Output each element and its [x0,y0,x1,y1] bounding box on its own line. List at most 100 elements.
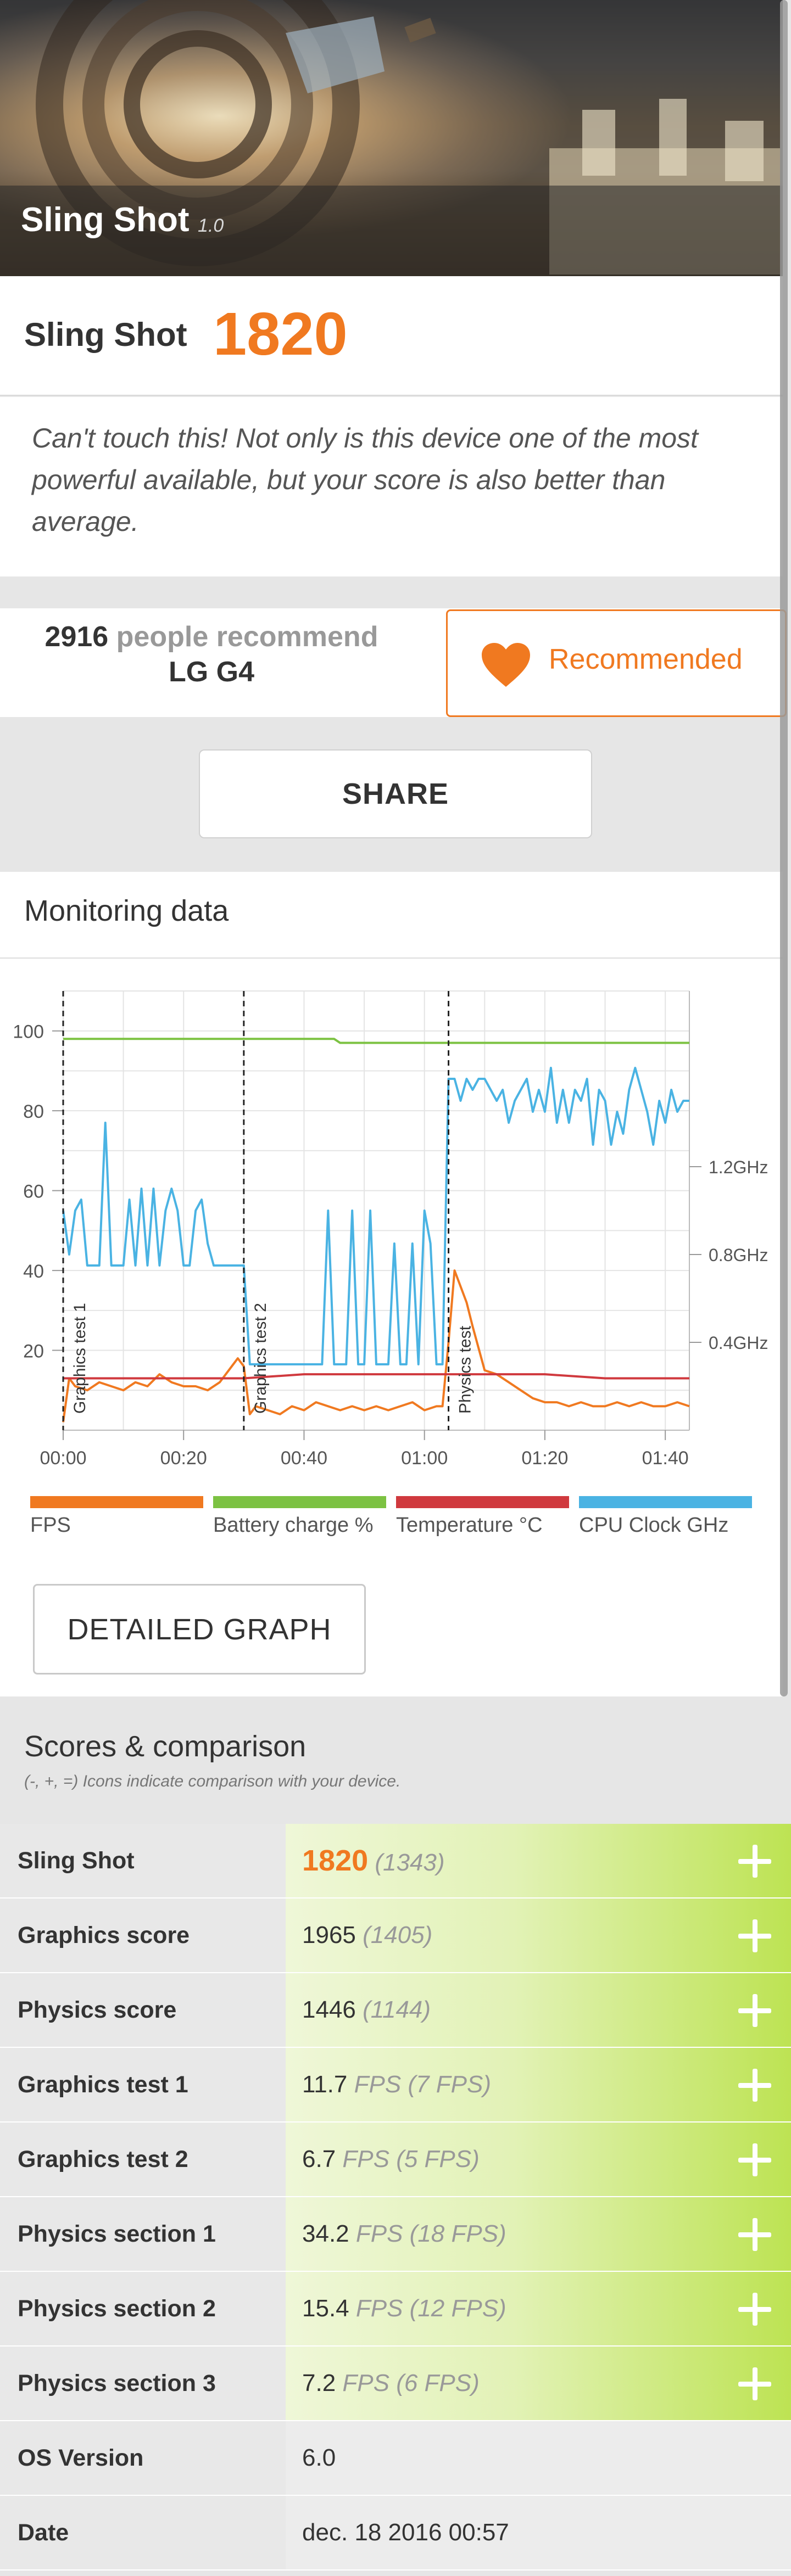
recommended-button-label: Recommended [549,643,743,675]
score-description: Can't touch this! Not only is this devic… [32,423,698,537]
table-row[interactable]: Physics section 2 15.4 FPS (12 FPS) [0,2272,791,2347]
row-score: 11.7 [302,2071,348,2098]
plus-icon [738,1919,771,1952]
table-row[interactable]: Date dec. 18 2016 00:57 [0,2496,791,2571]
monitoring-header [0,872,783,959]
legend-swatch [579,1496,752,1508]
scrollbar[interactable] [780,0,788,1696]
row-label: Physics score [0,1973,286,2047]
row-value: 11.7 FPS (7 FPS) [286,2048,791,2121]
row-score: 7.2 [302,2370,336,2396]
monitoring-chart: 100 80 60 40 20 1.2GHz 0.8GHz 0.4GHz 00:00 00:20 0… [13,990,768,1469]
legend-item: Battery charge % [213,1496,386,1537]
table-row[interactable]: Physics section 3 7.2 FPS (6 FPS) [0,2347,791,2421]
plus-icon [738,1994,771,2027]
y2-tick-label: 0.4GHz [709,1333,768,1353]
share-button[interactable]: SHARE [199,749,592,838]
plus-icon [738,2367,771,2400]
row-score: dec. 18 2016 00:57 [302,2519,509,2546]
monitoring-title: Monitoring data [24,894,229,927]
series-line [62,1067,689,1365]
row-label: Graphics test 2 [0,2123,286,2196]
row-value: 6.7 FPS (5 FPS) [286,2123,791,2196]
legend-item: FPS [30,1496,203,1537]
row-comparison: (1144) [355,1996,431,2023]
y-tick-label: 20 [23,1341,44,1362]
series-line [63,1373,689,1380]
plus-icon [738,2069,771,2102]
hero-version: 1.0 [198,215,224,236]
x-tick-label: 01:00 [401,1448,448,1469]
row-value: 1820 (1343) [286,1824,791,1897]
x-tick-label: 00:40 [281,1448,327,1469]
x-tick-label: 01:40 [642,1448,689,1469]
row-comparison: (1343) [368,1849,445,1876]
hero-banner [0,0,783,276]
row-label: Graphics score [0,1899,286,1972]
test-marker-label: Physics test [456,1325,475,1414]
recommended-button[interactable]: Recommended [446,609,787,717]
row-label: OS Version [0,2421,286,2495]
recommend-count: 2916 [44,621,109,653]
row-label: Date [0,2496,286,2569]
row-score: 1446 [302,1996,356,2023]
table-row[interactable]: Sling Shot 1820 (1343) [0,1824,791,1899]
heart-icon [482,643,530,687]
plus-icon [738,2218,771,2251]
legend-label: Temperature °C [396,1514,543,1537]
score-card [0,276,783,396]
row-comparison: FPS (7 FPS) [347,2071,491,2098]
row-comparison: FPS (12 FPS) [349,2295,506,2322]
legend-item: Temperature °C [396,1496,569,1537]
row-value: 1446 (1144) [286,1973,791,2047]
row-comparison: (1405) [355,1922,433,1948]
score-value: 1820 [213,300,348,368]
y-tick-label: 40 [23,1261,44,1282]
row-score: 15.4 [302,2295,349,2322]
row-score: 6.0 [302,2444,336,2471]
score-label: Sling Shot [24,316,187,353]
row-value: 1965 (1405) [286,1899,791,1972]
table-row[interactable]: Physics score 1446 (1144) [0,1973,791,2048]
row-value: 34.2 FPS (18 FPS) [286,2197,791,2271]
x-tick-label: 01:20 [521,1448,568,1469]
plus-icon [738,2293,771,2326]
hero-title-band [0,186,783,276]
series-line [62,1269,690,1423]
row-comparison: FPS (18 FPS) [349,2220,506,2247]
row-value: 15.4 FPS (12 FPS) [286,2272,791,2345]
legend-label: Battery charge % [213,1514,374,1537]
recommend-device: LG G4 [168,656,255,688]
table-row[interactable]: Physics section 1 34.2 FPS (18 FPS) [0,2197,791,2272]
y2-tick-label: 1.2GHz [709,1157,768,1177]
row-value: 6.0 [286,2421,791,2495]
row-score: 1820 [302,1844,369,1877]
test-marker-label: Graphics test 1 [71,1303,89,1414]
comparison-note: (-, +, =) Icons indicate comparison with… [24,1772,401,1790]
row-comparison: FPS (5 FPS) [336,2146,480,2172]
row-score: 6.7 [302,2146,336,2172]
row-comparison: FPS (6 FPS) [336,2370,480,2396]
legend-label: CPU Clock GHz [579,1514,729,1537]
table-row[interactable]: Graphics test 1 11.7 FPS (7 FPS) [0,2048,791,2123]
y2-tick-label: 0.8GHz [709,1245,768,1265]
table-row[interactable]: OS Version 6.0 [0,2421,791,2496]
row-label: Physics section 2 [0,2272,286,2345]
hero-title: Sling Shot [21,201,190,239]
legend-swatch [213,1496,386,1508]
detailed-graph-button[interactable]: DETAILED GRAPH [33,1584,366,1675]
description-card [0,397,783,576]
x-tick-label: 00:20 [160,1448,207,1469]
y-tick-label: 60 [23,1181,44,1202]
recommend-text: 2916 people recommend LG G4 [22,619,401,690]
row-score: 34.2 [302,2220,349,2247]
y-tick-label: 100 [13,1022,44,1043]
plus-icon [738,1845,771,1878]
y-tick-label: 80 [23,1101,44,1122]
plus-icon [738,2143,771,2176]
table-row[interactable]: Graphics score 1965 (1405) [0,1899,791,1973]
row-value: 7.2 FPS (6 FPS) [286,2347,791,2420]
row-label: Graphics test 1 [0,2048,286,2121]
table-row[interactable]: Graphics test 2 6.7 FPS (5 FPS) [0,2123,791,2197]
